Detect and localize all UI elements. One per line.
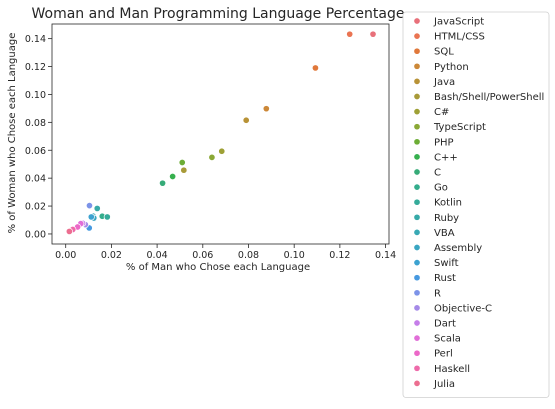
y-tick-label: 0.06 [25,146,46,157]
legend-marker [413,138,421,146]
data-point-c [159,179,167,187]
data-point-html-css [346,30,354,38]
legend-marker [413,108,421,116]
legend-marker [413,47,421,55]
data-point-sql [311,64,319,72]
x-tick-label: 0.04 [147,250,168,261]
legend-marker [413,319,421,327]
legend-marker [413,168,421,176]
y-tick-label: 0.12 [25,62,46,73]
legend-label: Kotlin [434,198,462,209]
x-tick-label: 0.14 [375,250,396,261]
legend-marker [413,32,421,40]
legend-label: Ruby [434,213,459,224]
legend-label: Swift [434,258,459,269]
data-point-swift [87,213,95,221]
data-point-r [85,202,94,210]
legend-marker [413,62,421,70]
legend-box [402,11,550,398]
legend-marker [413,17,421,25]
data-point-c- [218,147,226,155]
x-tick-label: 0.06 [192,250,213,261]
legend-label: C [434,168,441,179]
legend-marker [413,153,421,161]
legend-label: PHP [434,137,454,148]
legend-label: Scala [434,334,461,345]
legend-label: Haskell [434,364,470,375]
legend-label: JavaScript [433,17,484,28]
plot-area: 0.00 0.02 0.04 0.06 0.08 0.10 0.12 0.14 0.00 0.02… [25,23,396,261]
legend-label: Rust [434,273,456,284]
data-point-java [242,116,250,124]
plot-frame [51,23,390,245]
x-tick-label: 0.02 [101,250,122,261]
legend-marker [413,304,421,312]
data-point-python [262,105,270,113]
x-axis-label: % of Man who Chose each Language [126,262,310,273]
legend-label: VBA [434,228,455,239]
legend-label: Dart [434,319,456,330]
legend-marker [413,183,421,191]
y-tick-label: 0.00 [25,229,46,240]
legend-marker [413,274,421,282]
y-axis-label: % of Woman who Chose each Language [7,33,18,234]
data-point-c- [169,172,177,181]
legend-label: Java [433,77,455,88]
legend-label: Assembly [434,243,482,254]
legend-marker [413,289,421,297]
y-tick-label: 0.10 [25,90,46,101]
data-point-typescript [208,153,216,161]
legend-marker [413,334,421,342]
legend-label: Python [434,62,469,73]
legend-marker [413,92,421,101]
legend-label: HTML/CSS [434,32,485,43]
y-tick-label: 0.02 [25,202,46,213]
data-point-php [178,158,186,167]
y-tick-label: 0.08 [25,118,46,129]
legend-label: Objective-C [434,303,492,314]
x-tick-label: 0.10 [284,250,305,261]
data-point-ruby [93,204,101,212]
legend-marker [413,77,421,85]
legend-marker [413,198,421,206]
legend-marker [413,364,421,372]
legend-label: Perl [434,349,453,360]
legend-marker [413,243,421,252]
legend-marker [413,213,421,221]
data-point-bash-shell-powershell [180,166,188,174]
legend: JavaScript HTML/CSS SQL Python Java Bash/Shel… [402,11,550,398]
chart-title: Woman and Man Programming Language Perce… [31,6,404,22]
data-point-javascript [369,30,377,38]
y-tick-label: 0.04 [25,174,46,185]
x-tick-label: 0.12 [329,250,350,261]
legend-marker [413,228,421,236]
y-tick-label: 0.14 [25,34,46,45]
x-tick-label: 0.08 [238,250,259,261]
legend-label: R [434,288,441,299]
legend-label: Julia [433,379,455,390]
legend-marker [413,349,421,357]
x-tick-label: 0.00 [55,250,76,261]
legend-marker [413,379,421,387]
legend-label: SQL [434,47,454,58]
legend-label: TypeScript [433,122,486,133]
legend-marker [413,259,421,267]
data-point-kotlin [103,213,111,221]
data-point-julia [65,227,73,235]
legend-label: C# [434,107,449,118]
legend-marker [413,123,421,131]
legend-label: Go [434,183,448,194]
legend-label: C++ [434,152,458,163]
legend-label: Bash/Shell/PowerShell [434,92,544,103]
